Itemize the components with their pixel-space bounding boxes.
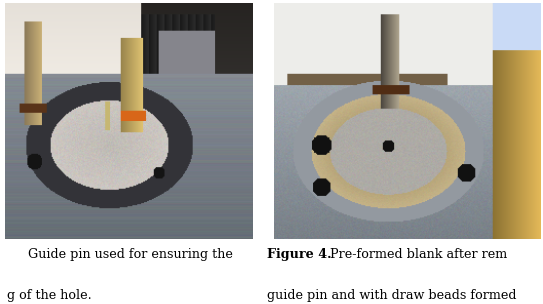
Text: Pre-formed blank after rem: Pre-formed blank after rem [330, 248, 507, 261]
Text: g of the hole.: g of the hole. [7, 289, 92, 302]
Text: Figure 4.: Figure 4. [267, 248, 332, 261]
Text: Guide pin used for ensuring the: Guide pin used for ensuring the [28, 248, 233, 261]
Text: guide pin and with draw beads formed: guide pin and with draw beads formed [267, 289, 516, 302]
